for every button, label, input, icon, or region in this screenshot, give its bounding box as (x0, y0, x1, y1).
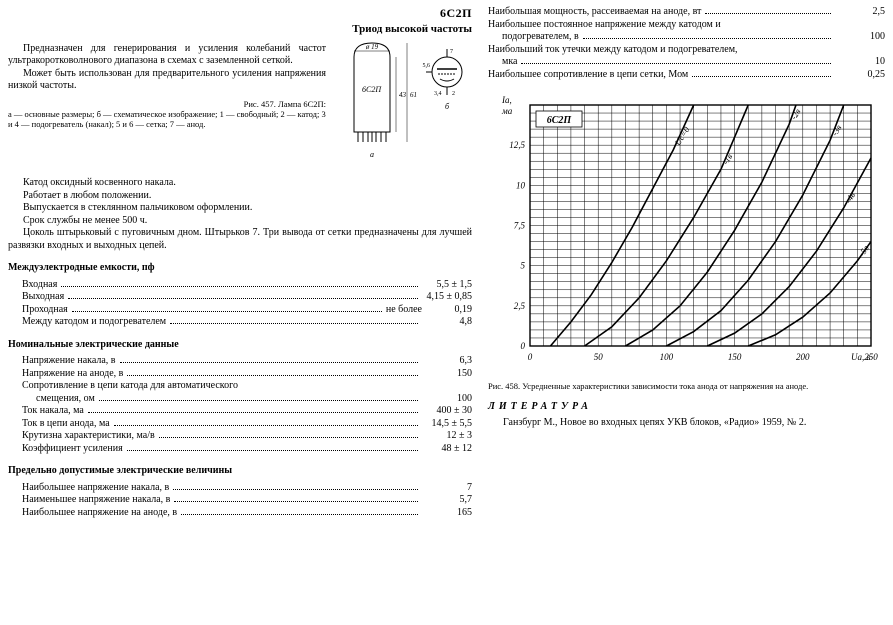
svg-text:2,5: 2,5 (514, 301, 526, 311)
svg-text:Uс=0: Uс=0 (672, 124, 691, 147)
svg-text:61: 61 (410, 91, 417, 99)
limit-title: Предельно допустимые электрические велич… (8, 465, 472, 478)
svg-text:7,5: 7,5 (514, 221, 526, 231)
svg-text:ø 19: ø 19 (365, 43, 379, 51)
svg-text:2: 2 (452, 91, 455, 97)
data-row: Напряжение накала, в6,3 (22, 355, 472, 368)
data-row: Проходнаяне более 0,19 (22, 304, 472, 317)
data-row: Входная5,5 ± 1,5 (22, 279, 472, 292)
nominal-title: Номинальные электрические данные (8, 339, 472, 352)
literature-title: ЛИТЕРАТУРА (488, 401, 885, 414)
part-number: 6С2П (8, 6, 472, 21)
intro-p1: Предназначен для генерирования и усилени… (8, 43, 326, 68)
svg-text:ма: ма (501, 106, 513, 116)
svg-text:100: 100 (660, 352, 674, 362)
fig457-caption: Рис. 457. Лампа 6С2П: а — основные разме… (8, 99, 326, 130)
svg-text:5: 5 (521, 261, 526, 271)
anode-chart: 05010015020025002,557,51012,5Iа,маUа, в6… (488, 87, 885, 377)
fig457-drawing: ø 19 43 61 6С2П а 7 5,6 (332, 37, 472, 172)
data-row: Между катодом и подогревателем4,8 (22, 316, 472, 329)
data-row: Выходная4,15 ± 0,85 (22, 291, 472, 304)
svg-text:150: 150 (728, 352, 742, 362)
intro-text: Предназначен для генерирования и усилени… (8, 43, 326, 93)
data-row: Напряжение на аноде, в150 (22, 368, 472, 381)
part-subtitle: Триод высокой частоты (8, 23, 472, 37)
intro-p2: Может быть использован для предварительн… (8, 68, 326, 93)
data-row: смещения, ом100 (22, 393, 472, 406)
svg-text:12,5: 12,5 (509, 140, 525, 150)
svg-text:7: 7 (450, 49, 453, 55)
literature-entry: Ганзбург М., Новое во входных цепях УКВ … (488, 417, 885, 430)
svg-text:0: 0 (521, 341, 526, 351)
svg-text:а: а (370, 150, 374, 159)
limit-rows: Наибольшее напряжение накала, в7Наименьш… (8, 482, 472, 520)
data-row: Крутизна характеристики, ма/в12 ± 3 (22, 430, 472, 443)
body-text: Катод оксидный косвенного накала. Работа… (8, 177, 472, 252)
data-row: Наибольшая мощность, рассеиваемая на ано… (488, 6, 885, 19)
svg-text:б: б (445, 102, 450, 111)
cap-title: Междуэлектродные емкости, пф (8, 262, 472, 275)
data-row: Ток накала, ма400 ± 30 (22, 405, 472, 418)
svg-text:200: 200 (796, 352, 810, 362)
svg-text:Uа, в: Uа, в (851, 352, 870, 362)
right-column: Наибольшая мощность, рассеиваемая на ано… (480, 0, 893, 625)
svg-text:10: 10 (516, 180, 526, 190)
nominal-rows: Напряжение накала, в6,3Напряжение на ано… (8, 355, 472, 455)
data-row: Ток в цепи анода, ма14,5 ± 5,5 (22, 418, 472, 431)
svg-text:43: 43 (399, 91, 407, 99)
data-row: подогревателем, в100 (488, 31, 885, 44)
data-row: Наибольшее постоянное напряжение между к… (488, 19, 885, 32)
right-top-rows: Наибольшая мощность, рассеиваемая на ано… (488, 6, 885, 81)
data-row: Сопротивление в цепи катода для автомати… (22, 380, 472, 393)
svg-text:Iа,: Iа, (501, 95, 512, 105)
svg-text:0: 0 (528, 352, 533, 362)
fig458-caption: Рис. 458. Усредненные характеристики зав… (488, 381, 885, 391)
data-row: Наибольшее напряжение накала, в7 (22, 482, 472, 495)
cap-rows: Входная5,5 ± 1,5Выходная4,15 ± 0,85Прохо… (8, 279, 472, 329)
svg-text:3,4: 3,4 (434, 91, 442, 97)
svg-text:6С2П: 6С2П (547, 115, 573, 126)
data-row: Наибольший ток утечки между катодом и по… (488, 44, 885, 57)
svg-text:6С2П: 6С2П (362, 85, 382, 94)
svg-text:-4в: -4в (843, 190, 857, 205)
data-row: Наибольшее сопротивление в цепи сетки, М… (488, 69, 885, 82)
data-row: Коэффициент усиления48 ± 12 (22, 443, 472, 456)
svg-text:50: 50 (594, 352, 604, 362)
svg-text:5,6: 5,6 (423, 63, 431, 69)
left-column: 6С2П Триод высокой частоты Предназначен … (0, 0, 480, 625)
data-row: Наименьшее напряжение накала, в5,7 (22, 494, 472, 507)
data-row: мка10 (488, 56, 885, 69)
data-row: Наибольшее напряжение на аноде, в165 (22, 507, 472, 520)
